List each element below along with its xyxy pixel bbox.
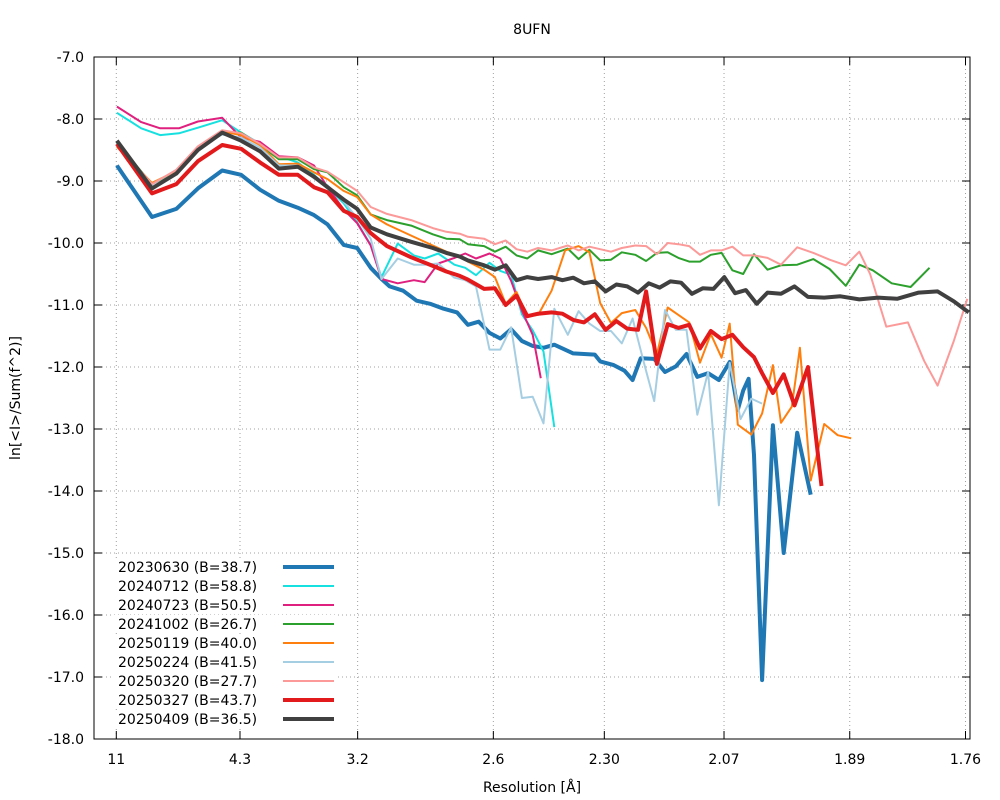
series-line-1 [116, 111, 556, 428]
x-tick-label: 2.30 [589, 752, 620, 768]
legend-label: 20230630 (B=38.7) [118, 560, 257, 576]
x-axis-ticks: 11 4.3 3.2 2.6 2.30 2.07 1.89 1.76 [107, 57, 981, 768]
series-line-4 [116, 130, 852, 482]
x-tick-label: 11 [107, 752, 125, 768]
series-line-6 [116, 129, 969, 387]
y-axis-title: ln[<I>/Sum(f^2)] [8, 336, 24, 460]
legend-label: 20250409 (B=36.5) [118, 712, 257, 728]
series-line-2 [116, 105, 542, 379]
y-tick-label: -13.0 [48, 422, 84, 438]
legend-entry-bg [114, 710, 338, 728]
plot-frame [93, 56, 971, 740]
y-tick-label: -8.0 [57, 112, 84, 128]
legend-label: 20250327 (B=43.7) [118, 693, 257, 709]
x-tick-label: 2.07 [708, 752, 739, 768]
legend: 20230630 (B=38.7) 20240712 (B=58.8) 202407… [114, 558, 338, 728]
x-tick-label: 4.3 [229, 752, 251, 768]
legend-entry-bg [114, 596, 338, 614]
y-axis-ticks: -7.0 -8.0 -9.0 -10.0 -11.0 -12.0 -13.0 -14.0 -15… [48, 50, 970, 748]
y-tick-label: -10.0 [48, 236, 84, 252]
y-tick-label: -9.0 [57, 174, 84, 190]
x-tick-label: 1.89 [834, 752, 865, 768]
x-tick-label: 1.76 [950, 752, 981, 768]
legend-entry-bg [114, 577, 338, 595]
x-axis-title: Resolution [Å] [483, 779, 581, 796]
chart-title: 8UFN [513, 22, 551, 38]
legend-label: 20240723 (B=50.5) [118, 598, 257, 614]
legend-label: 20240712 (B=58.8) [118, 579, 257, 595]
y-tick-label: -18.0 [48, 732, 84, 748]
y-tick-label: -17.0 [48, 670, 84, 686]
series-line-8 [115, 130, 970, 315]
legend-entry-bg [114, 691, 338, 709]
y-tick-label: -7.0 [57, 50, 84, 66]
y-tick-label: -15.0 [48, 546, 84, 562]
legend-entry-bg [114, 653, 338, 671]
y-tick-label: -14.0 [48, 484, 84, 500]
legend-label: 20250224 (B=41.5) [118, 655, 257, 671]
legend-entry-bg [114, 634, 338, 652]
legend-entry-bg [114, 615, 338, 633]
y-tick-label: -11.0 [48, 298, 84, 314]
series-line-3 [116, 131, 931, 288]
legend-label: 20250119 (B=40.0) [118, 636, 257, 652]
legend-label: 20250320 (B=27.7) [118, 674, 257, 690]
series-lines [115, 105, 970, 683]
y-tick-label: -12.0 [48, 360, 84, 376]
x-tick-label: 2.6 [482, 752, 504, 768]
legend-entry-bg [114, 672, 338, 690]
x-tick-label: 3.2 [347, 752, 369, 768]
series-line-7 [115, 142, 824, 487]
legend-entry-bg [114, 558, 338, 576]
legend-label: 20241002 (B=26.7) [118, 617, 257, 633]
y-tick-label: -16.0 [48, 608, 84, 624]
